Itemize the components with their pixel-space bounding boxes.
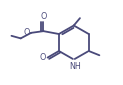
Text: O: O — [40, 53, 46, 62]
Text: O: O — [23, 28, 30, 37]
Text: NH: NH — [69, 62, 81, 71]
Text: O: O — [41, 12, 47, 21]
